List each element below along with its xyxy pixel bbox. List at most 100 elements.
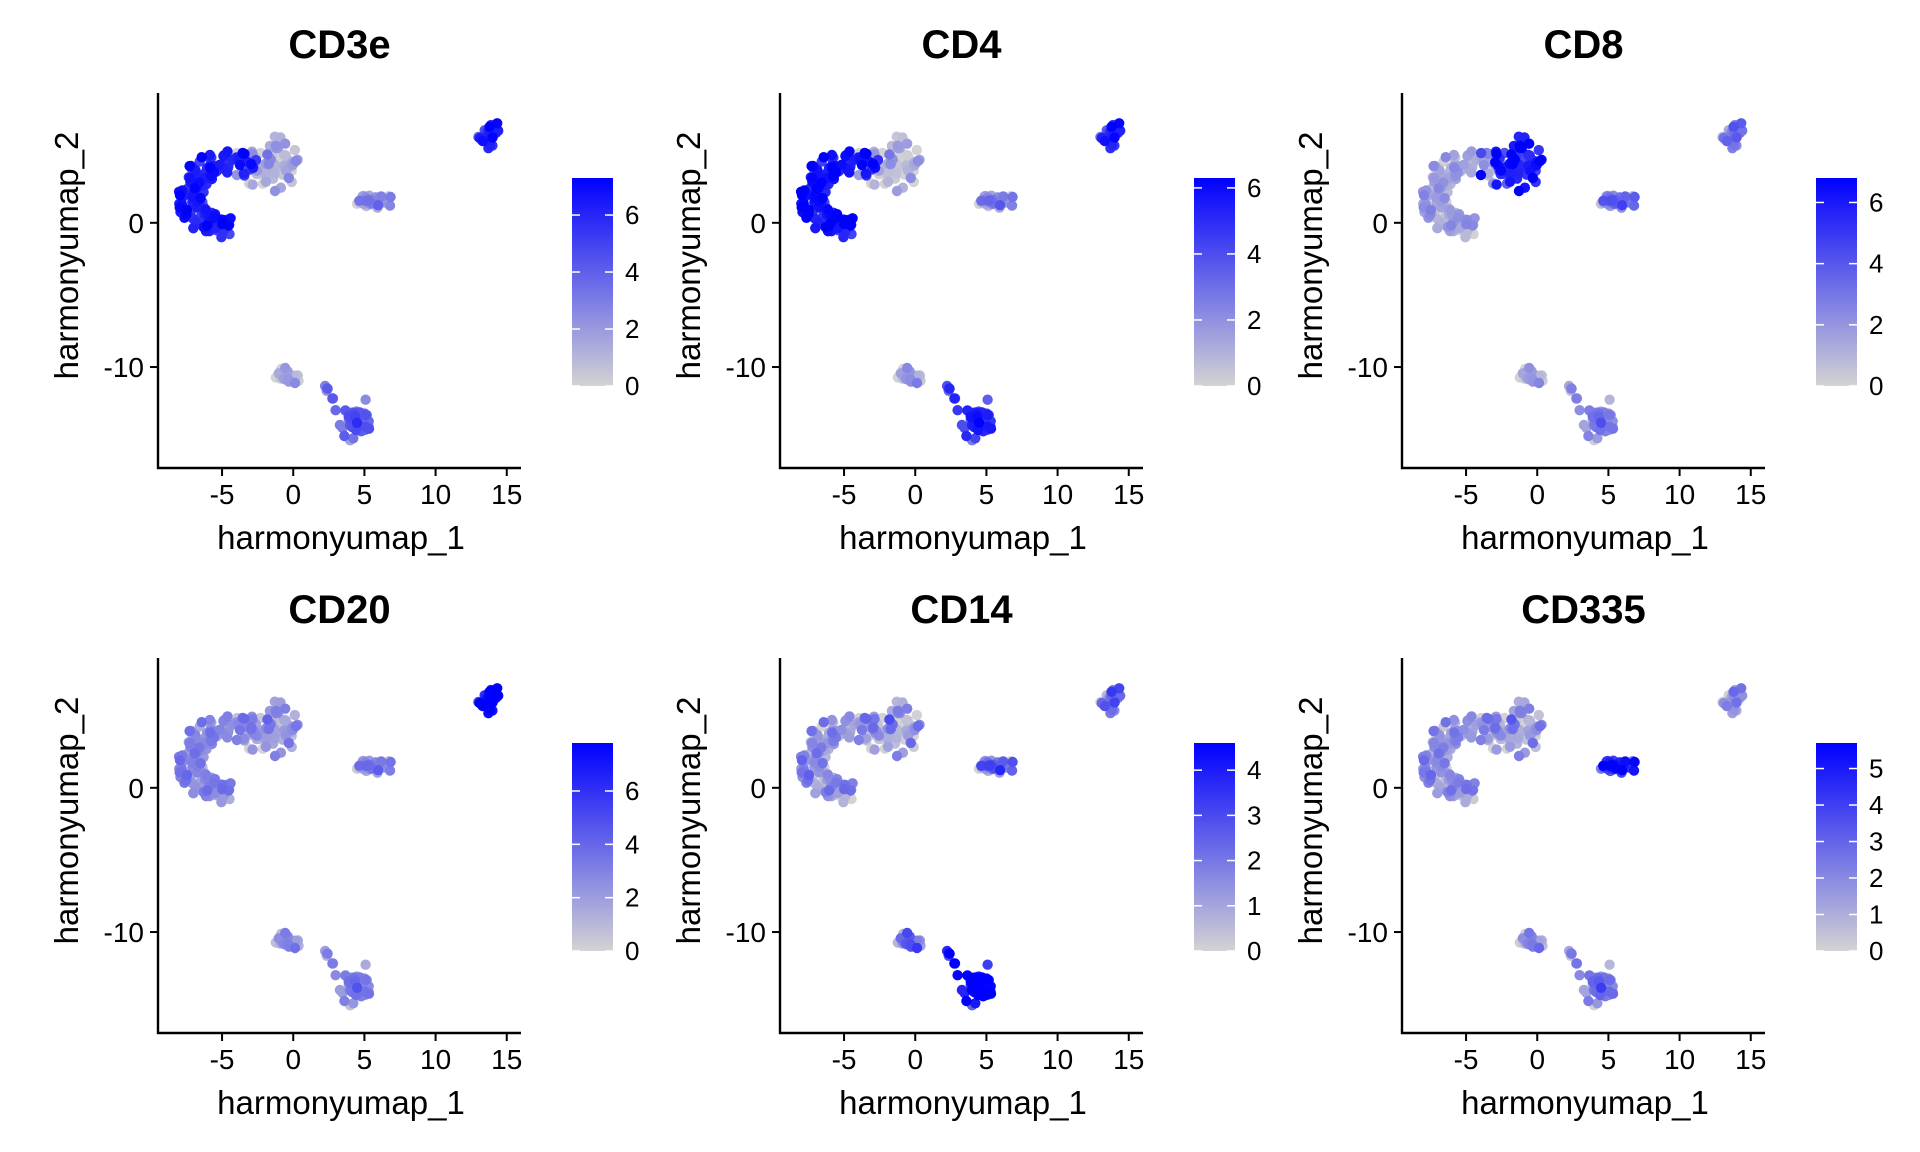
data-point bbox=[174, 755, 186, 766]
data-point bbox=[188, 788, 199, 799]
data-point bbox=[1514, 140, 1526, 151]
data-point bbox=[1534, 721, 1546, 732]
data-point bbox=[1628, 200, 1640, 211]
y-tick-label: -10 bbox=[726, 352, 766, 383]
data-point bbox=[795, 186, 807, 197]
data-point bbox=[1099, 700, 1111, 712]
data-point bbox=[806, 172, 818, 184]
data-point bbox=[1595, 417, 1607, 428]
data-point bbox=[796, 202, 807, 213]
x-tick-label: 0 bbox=[907, 1044, 923, 1075]
data-point bbox=[949, 958, 960, 969]
legend-tick-label: 2 bbox=[625, 883, 639, 913]
data-point bbox=[222, 146, 233, 157]
x-tick-label: 0 bbox=[1529, 479, 1545, 510]
data-point bbox=[956, 984, 968, 996]
y-tick-label: -10 bbox=[726, 917, 766, 948]
data-point bbox=[1495, 165, 1507, 176]
x-axis-label: harmonyumap_1 bbox=[839, 1084, 1087, 1121]
legend-tick-label: 4 bbox=[625, 829, 639, 859]
data-point bbox=[280, 715, 291, 726]
data-point bbox=[826, 714, 838, 726]
data-point bbox=[976, 195, 987, 206]
y-tick-label: 0 bbox=[750, 773, 766, 804]
legend-colorbar bbox=[1816, 743, 1857, 951]
data-point bbox=[830, 777, 842, 788]
data-point bbox=[360, 394, 371, 405]
data-point bbox=[1731, 697, 1742, 708]
data-point bbox=[234, 159, 246, 171]
data-point bbox=[372, 200, 384, 211]
x-tick-label: 0 bbox=[285, 1044, 301, 1075]
data-point bbox=[810, 788, 821, 799]
data-point bbox=[327, 958, 338, 969]
data-point bbox=[839, 783, 850, 795]
x-tick-label: 0 bbox=[1529, 1044, 1545, 1075]
data-point bbox=[260, 741, 272, 752]
data-point bbox=[856, 724, 868, 736]
data-point bbox=[998, 191, 1009, 202]
data-point bbox=[1448, 714, 1460, 726]
data-point bbox=[1432, 223, 1443, 234]
x-tick-label: 0 bbox=[285, 479, 301, 510]
data-point bbox=[1506, 714, 1517, 725]
data-point bbox=[1607, 760, 1618, 771]
data-point bbox=[1491, 148, 1502, 160]
y-tick-label: -10 bbox=[1348, 352, 1388, 383]
data-point bbox=[1607, 423, 1619, 434]
data-point bbox=[188, 223, 199, 234]
y-axis-label: harmonyumap_2 bbox=[670, 697, 707, 945]
data-point bbox=[882, 168, 893, 180]
data-point bbox=[1109, 697, 1120, 708]
data-point bbox=[283, 737, 294, 749]
data-point bbox=[384, 200, 396, 211]
legend-tick-label: 4 bbox=[1247, 755, 1261, 785]
data-points bbox=[173, 683, 504, 1011]
data-point bbox=[822, 204, 833, 215]
data-point bbox=[238, 168, 249, 179]
x-tick-label: 5 bbox=[979, 1044, 995, 1075]
data-point bbox=[1583, 430, 1594, 442]
panel-cd8: CD8 -5 0 5 10 15 0 -10 harmonyumap_1 harmonyumap_… bbox=[1292, 23, 1883, 556]
y-axis-label: harmonyumap_2 bbox=[48, 132, 85, 380]
data-point bbox=[280, 150, 291, 161]
data-point bbox=[1491, 713, 1502, 725]
data-point bbox=[1566, 383, 1577, 394]
data-point bbox=[1571, 393, 1582, 404]
data-point bbox=[1475, 734, 1487, 746]
data-point bbox=[361, 195, 372, 206]
data-point bbox=[280, 927, 291, 939]
data-point bbox=[222, 711, 233, 722]
data-point bbox=[944, 383, 955, 394]
data-point bbox=[838, 232, 849, 243]
data-point bbox=[806, 725, 817, 737]
data-point bbox=[1418, 755, 1430, 766]
data-point bbox=[868, 722, 879, 733]
data-point bbox=[902, 715, 913, 726]
legend-tick-label: 4 bbox=[1869, 790, 1883, 820]
data-point bbox=[384, 765, 396, 776]
data-point bbox=[1428, 737, 1440, 749]
data-point bbox=[1604, 409, 1616, 421]
data-point bbox=[1449, 727, 1460, 738]
data-point bbox=[246, 158, 257, 170]
legend-tick-label: 2 bbox=[625, 314, 639, 344]
data-point bbox=[1533, 942, 1545, 954]
data-point bbox=[376, 756, 387, 767]
panel-cd14: CD14-5 0 5 10 150-10harmonyumap_1harmonyumap… bbox=[670, 588, 1261, 1121]
data-point bbox=[205, 727, 216, 738]
data-point bbox=[1728, 121, 1739, 132]
data-point bbox=[830, 212, 842, 223]
x-tick-label: 5 bbox=[357, 1044, 373, 1075]
x-tick-label: -5 bbox=[1454, 479, 1479, 510]
data-point bbox=[184, 160, 195, 172]
data-point bbox=[882, 176, 894, 187]
data-point bbox=[1513, 750, 1525, 762]
data-point bbox=[327, 393, 338, 404]
data-point bbox=[1628, 765, 1640, 776]
data-point bbox=[844, 167, 855, 178]
data-point bbox=[200, 769, 211, 780]
data-point bbox=[971, 973, 982, 984]
data-point bbox=[1428, 725, 1439, 737]
x-tick-label: -5 bbox=[210, 479, 235, 510]
